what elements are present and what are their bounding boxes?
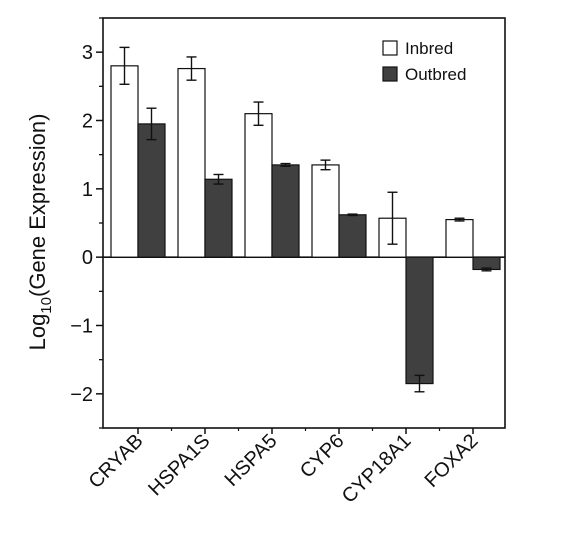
bar-inbred-cryab xyxy=(110,65,139,258)
legend: Inbred Outbred xyxy=(382,39,466,84)
legend-label-outbred: Outbred xyxy=(405,65,466,84)
y-tick-label: 3 xyxy=(82,42,93,64)
x-tick-label-cyp6: CYP6 xyxy=(296,430,349,483)
bar-outbred-cryab xyxy=(137,123,166,258)
x-tick-label-foxa2: FOXA2 xyxy=(421,430,483,492)
legend-swatch-outbred xyxy=(382,66,398,82)
x-tick-label-cryab: CRYAB xyxy=(85,430,148,493)
y-axis-title: Log10(Gene Expression) xyxy=(25,114,55,351)
y-tick-label: 2 xyxy=(82,111,93,133)
legend-swatch-inbred xyxy=(382,40,398,56)
bar-outbred-cyp18a1 xyxy=(405,256,434,385)
y-tick-label: 1 xyxy=(82,179,93,201)
bar-inbred-cyp6 xyxy=(311,164,340,258)
x-tick-label-hspa5: HSPA5 xyxy=(221,430,282,491)
svg-text:Log10(Gene Expression): Log10(Gene Expression) xyxy=(25,114,55,351)
y-axis-title-suffix: (Gene Expression) xyxy=(25,114,50,297)
y-axis-title-subscript: 10 xyxy=(38,297,55,314)
y-tick-label: −2 xyxy=(70,384,93,406)
bar-outbred-hspa5 xyxy=(271,164,300,258)
bar-inbred-hspa1s xyxy=(177,67,206,258)
y-tick-label: 0 xyxy=(82,247,93,269)
x-tick-label-hspa1s: HSPA1S xyxy=(144,430,214,500)
y-axis-title-prefix: Log xyxy=(25,314,50,351)
y-tick-label: −1 xyxy=(70,316,93,338)
x-tick-label-cyp18a1: CYP18A1 xyxy=(338,430,416,508)
bar-outbred-cyp6 xyxy=(338,214,367,258)
bar-outbred-hspa1s xyxy=(204,178,233,258)
legend-label-inbred: Inbred xyxy=(405,39,453,58)
bar-inbred-hspa5 xyxy=(244,113,273,258)
bar-inbred-foxa2 xyxy=(445,218,474,258)
